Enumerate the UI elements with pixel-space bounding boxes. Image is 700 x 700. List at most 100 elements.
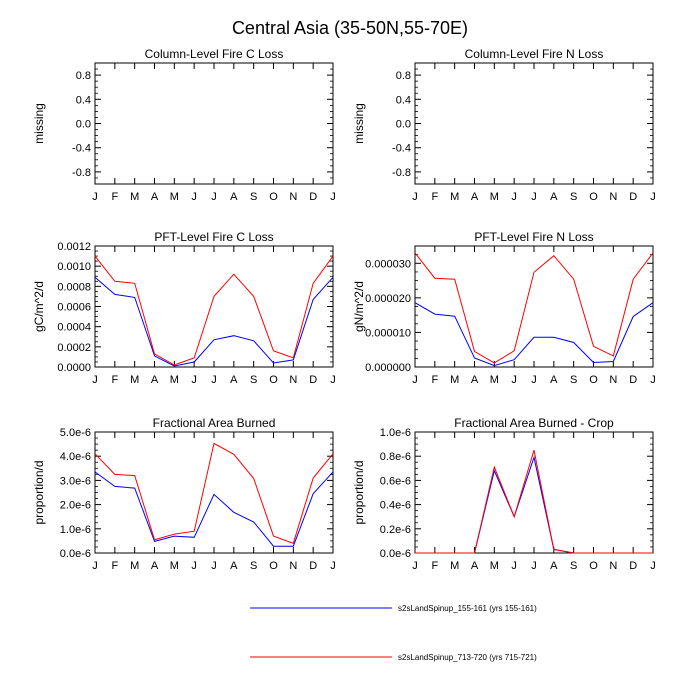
x-tick-label: J xyxy=(330,560,336,572)
x-tick-label: O xyxy=(269,374,278,386)
x-tick-label: J xyxy=(191,191,197,203)
x-tick-label: A xyxy=(550,374,558,386)
x-tick-label: J xyxy=(511,374,517,386)
x-tick-label: A xyxy=(230,191,238,203)
series-line-2 xyxy=(414,252,654,364)
x-tick-label: M xyxy=(130,191,139,203)
x-tick-label: S xyxy=(570,560,577,572)
y-axis-label: missing xyxy=(32,103,46,144)
x-tick-label: D xyxy=(309,560,317,572)
x-tick-label: N xyxy=(289,374,297,386)
y-tick-label: 0.000010 xyxy=(365,327,411,339)
y-tick-label: 0.0006 xyxy=(57,302,91,314)
y-tick-label: 0.6e-6 xyxy=(380,475,411,487)
x-tick-label: D xyxy=(629,560,637,572)
y-tick-label: 0.0000 xyxy=(57,362,91,374)
y-tick-label: 0.0 xyxy=(396,119,411,131)
x-tick-label: J xyxy=(92,374,98,386)
y-tick-label: 4.0e-6 xyxy=(60,451,91,463)
x-tick-label: O xyxy=(269,560,278,572)
x-tick-label: J xyxy=(211,560,217,572)
y-tick-label: 0.0e-6 xyxy=(60,548,91,560)
x-tick-label: J xyxy=(511,560,517,572)
x-tick-label: J xyxy=(92,191,98,203)
y-tick-label: 0.000000 xyxy=(365,362,411,374)
x-tick-label: J xyxy=(531,191,537,203)
x-tick-label: J xyxy=(412,560,418,572)
x-tick-label: S xyxy=(570,374,577,386)
y-axis-label: gN/m^2/d xyxy=(352,281,366,332)
x-tick-label: D xyxy=(309,191,317,203)
panel-title: PFT-Level Fire C Loss xyxy=(154,230,273,244)
x-tick-label: J xyxy=(531,374,537,386)
x-tick-label: A xyxy=(471,191,479,203)
y-tick-label: 0.0 xyxy=(76,119,91,131)
series-line-2 xyxy=(94,255,334,366)
x-tick-label: J xyxy=(92,560,98,572)
x-tick-label: A xyxy=(230,560,238,572)
x-tick-label: A xyxy=(151,560,159,572)
x-tick-label: O xyxy=(269,191,278,203)
panel-title: PFT-Level Fire N Loss xyxy=(474,230,593,244)
x-tick-label: O xyxy=(589,560,598,572)
y-tick-label: -0.8 xyxy=(72,167,91,179)
x-tick-label: A xyxy=(471,374,479,386)
figure-title: Central Asia (35-50N,55-70E) xyxy=(232,18,468,38)
x-tick-label: F xyxy=(431,560,438,572)
y-tick-label: 0.8 xyxy=(76,70,91,82)
x-tick-label: M xyxy=(170,374,179,386)
panel-title: Fractional Area Burned - Crop xyxy=(454,416,614,430)
y-tick-label: 0.0004 xyxy=(57,322,91,334)
x-tick-label: J xyxy=(650,560,656,572)
x-tick-label: F xyxy=(111,191,118,203)
x-tick-label: N xyxy=(609,374,617,386)
x-tick-label: J xyxy=(191,374,197,386)
series-line-1 xyxy=(415,455,653,554)
x-tick-label: J xyxy=(412,374,418,386)
y-tick-label: 1.0e-6 xyxy=(60,524,91,536)
x-tick-label: A xyxy=(550,560,558,572)
y-axis-label: proportion/d xyxy=(352,460,366,524)
plot-frame xyxy=(94,62,334,185)
plot-frame xyxy=(414,245,654,368)
series-line-2 xyxy=(94,442,334,544)
y-tick-label: 0.8e-6 xyxy=(380,451,411,463)
legend: s2sLandSpinup_155-161 (yrs 155-161) s2sLa… xyxy=(250,604,537,662)
y-tick-label: 3.0e-6 xyxy=(60,475,91,487)
y-tick-label: 0.2e-6 xyxy=(380,524,411,536)
y-tick-label: 0.0002 xyxy=(57,342,91,354)
y-tick-label: 1.0e-6 xyxy=(380,427,411,439)
y-tick-label: 0.000030 xyxy=(365,258,411,270)
x-tick-label: J xyxy=(211,374,217,386)
x-tick-label: N xyxy=(609,191,617,203)
x-tick-label: M xyxy=(490,374,499,386)
panel-title: Column-Level Fire N Loss xyxy=(465,47,604,61)
x-tick-label: F xyxy=(111,560,118,572)
series-line-1 xyxy=(94,276,334,367)
x-tick-label: O xyxy=(589,191,598,203)
y-tick-label: 0.4 xyxy=(396,94,411,106)
x-tick-label: M xyxy=(170,191,179,203)
x-tick-label: M xyxy=(130,374,139,386)
y-axis-label: proportion/d xyxy=(32,460,46,524)
y-tick-label: 0.0008 xyxy=(57,281,91,293)
x-tick-label: M xyxy=(450,191,459,203)
x-tick-label: J xyxy=(650,374,656,386)
x-tick-label: F xyxy=(111,374,118,386)
x-tick-label: S xyxy=(250,191,257,203)
series-line-1 xyxy=(94,471,334,547)
x-tick-label: A xyxy=(550,191,558,203)
x-tick-label: D xyxy=(629,374,637,386)
y-axis-label: gC/m^2/d xyxy=(32,281,46,332)
x-tick-label: S xyxy=(250,560,257,572)
y-tick-label: 0.0e-6 xyxy=(380,548,411,560)
y-tick-label: 0.0012 xyxy=(57,241,91,253)
series-line-1 xyxy=(414,302,654,367)
x-tick-label: A xyxy=(471,560,479,572)
